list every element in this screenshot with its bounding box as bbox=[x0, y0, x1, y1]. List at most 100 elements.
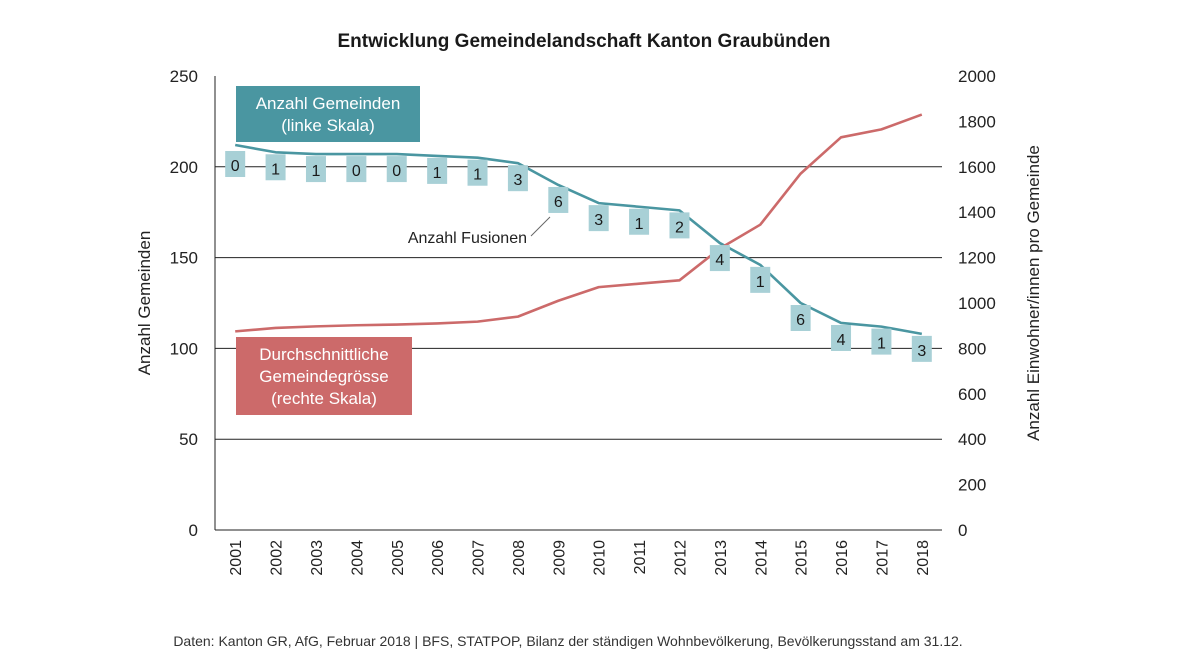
right-tick-label: 400 bbox=[958, 430, 986, 449]
fusion-marker-box bbox=[669, 212, 690, 239]
left-tick-label: 100 bbox=[170, 339, 198, 358]
fusion-marker: 6 bbox=[548, 186, 569, 213]
fusion-marker-label: 6 bbox=[554, 194, 563, 211]
fusion-marker-label: 2 bbox=[675, 219, 684, 236]
fusion-marker: 2 bbox=[669, 212, 690, 239]
fusion-marker: 1 bbox=[750, 266, 771, 293]
fusion-marker-box bbox=[507, 165, 528, 192]
fusion-marker-label: 0 bbox=[392, 163, 401, 180]
fusion-marker-label: 1 bbox=[877, 336, 886, 353]
x-tick-label: 2007 bbox=[471, 540, 488, 576]
fusion-marker: 3 bbox=[507, 165, 528, 192]
right-tick-label: 0 bbox=[958, 521, 967, 540]
fusion-marker-label: 3 bbox=[513, 172, 522, 189]
series-lines bbox=[234, 113, 923, 336]
left-tick-label: 0 bbox=[189, 521, 198, 540]
fusion-marker-box bbox=[750, 266, 771, 293]
x-tick-label: 2016 bbox=[834, 540, 851, 576]
fusion-marker-box bbox=[709, 245, 730, 272]
x-tick-label: 2014 bbox=[753, 540, 770, 576]
legend-gemeinden-line2: (linke Skala) bbox=[281, 116, 375, 135]
right-tick-label: 1000 bbox=[958, 294, 996, 313]
fusion-marker: 4 bbox=[709, 245, 730, 272]
fusion-marker-box bbox=[386, 156, 407, 183]
fusion-marker-box bbox=[831, 324, 852, 351]
fusion-marker: 0 bbox=[346, 156, 367, 183]
left-tick-label: 150 bbox=[170, 249, 198, 268]
left-tick-label: 200 bbox=[170, 158, 198, 177]
fusion-marker-label: 0 bbox=[352, 163, 361, 180]
fusion-markers: 0 1 1 0 0 1 1 3 6 3 1 2 4 1 6 4 1 3 bbox=[225, 151, 932, 362]
fusion-marker-box bbox=[225, 151, 246, 178]
left-tick-label: 50 bbox=[179, 430, 198, 449]
x-tick-label: 2003 bbox=[309, 540, 326, 576]
right-tick-label: 800 bbox=[958, 339, 986, 358]
fusion-marker-box bbox=[548, 186, 569, 213]
right-axis-ticks: 0 200 400 600 800 1000 1200 1400 1600 1800 2000 bbox=[958, 67, 996, 540]
fusion-marker-label: 6 bbox=[796, 312, 805, 329]
fusion-marker-label: 1 bbox=[756, 274, 765, 291]
left-axis-ticks: 0 50 100 150 200 250 bbox=[170, 67, 198, 540]
right-tick-label: 600 bbox=[958, 385, 986, 404]
fusion-marker-label: 3 bbox=[594, 212, 603, 229]
fusion-marker-box bbox=[467, 159, 488, 186]
fusion-marker: 1 bbox=[629, 208, 650, 235]
right-axis-title: Anzahl Einwohner/innen pro Gemeinde bbox=[1024, 145, 1043, 441]
x-tick-label: 2002 bbox=[269, 540, 286, 576]
fusion-marker: 1 bbox=[871, 328, 892, 355]
fusion-annotation-pointer bbox=[530, 216, 551, 237]
fusion-marker: 1 bbox=[265, 154, 286, 181]
right-tick-label: 1600 bbox=[958, 158, 996, 177]
fusion-marker: 3 bbox=[911, 335, 932, 362]
fusion-marker-box bbox=[911, 335, 932, 362]
x-tick-label: 2013 bbox=[713, 540, 730, 576]
legend-groesse-box bbox=[236, 337, 412, 415]
fusion-marker-box bbox=[305, 156, 326, 183]
fusion-marker: 1 bbox=[427, 157, 448, 184]
fusion-marker-box bbox=[790, 305, 811, 331]
series-line-groesse bbox=[235, 113, 923, 333]
legend-groesse-line1: Durchschnittliche bbox=[259, 345, 388, 364]
fusion-marker-box bbox=[871, 328, 892, 355]
fusion-marker-box bbox=[346, 156, 367, 183]
fusion-marker-label: 1 bbox=[473, 167, 482, 184]
x-tick-label: 2009 bbox=[551, 540, 568, 576]
fusion-annotation-label: Anzahl Fusionen bbox=[408, 230, 527, 247]
fusion-marker-label: 3 bbox=[917, 343, 926, 360]
fusion-marker: 0 bbox=[386, 156, 407, 183]
left-axis-title: Anzahl Gemeinden bbox=[135, 231, 154, 376]
fusion-marker-label: 1 bbox=[635, 216, 644, 233]
legend-groesse-line2: Gemeindegrösse bbox=[259, 367, 388, 386]
legend-gemeinden-box bbox=[236, 86, 420, 142]
legend-groesse-line3: (rechte Skala) bbox=[271, 389, 377, 408]
legend-gemeinden: Anzahl Gemeinden (linke Skala) bbox=[236, 86, 420, 142]
right-tick-label: 2000 bbox=[958, 67, 996, 86]
fusion-marker: 1 bbox=[467, 159, 488, 186]
x-tick-label: 2011 bbox=[632, 540, 649, 575]
x-tick-label: 2006 bbox=[430, 540, 447, 576]
fusion-marker: 3 bbox=[588, 205, 609, 232]
left-tick-label: 250 bbox=[170, 67, 198, 86]
fusion-marker: 6 bbox=[790, 305, 811, 331]
fusion-marker: 1 bbox=[305, 156, 326, 183]
fusion-marker: 4 bbox=[831, 324, 852, 351]
fusion-marker-box bbox=[427, 157, 448, 184]
fusion-marker-box bbox=[588, 205, 609, 232]
right-tick-label: 1200 bbox=[958, 249, 996, 268]
x-axis-ticks: 2001 2002 2003 2004 2005 2006 2007 2008 2009 2010… bbox=[228, 540, 932, 576]
x-tick-label: 2001 bbox=[228, 540, 245, 576]
fusion-marker-label: 1 bbox=[312, 163, 321, 180]
x-tick-label: 2015 bbox=[794, 540, 811, 576]
x-tick-label: 2010 bbox=[592, 540, 609, 576]
fusion-marker: 0 bbox=[225, 151, 246, 178]
chart-title: Entwicklung Gemeindelandschaft Kanton Gr… bbox=[338, 31, 831, 52]
right-tick-label: 1400 bbox=[958, 203, 996, 222]
fusion-marker-label: 4 bbox=[715, 252, 724, 269]
x-tick-label: 2018 bbox=[915, 540, 932, 576]
right-tick-label: 200 bbox=[958, 476, 986, 495]
fusion-marker-label: 0 bbox=[231, 158, 240, 175]
fusion-marker-label: 1 bbox=[271, 161, 280, 178]
x-tick-label: 2008 bbox=[511, 540, 528, 576]
series-line-gemeinden bbox=[234, 143, 923, 336]
